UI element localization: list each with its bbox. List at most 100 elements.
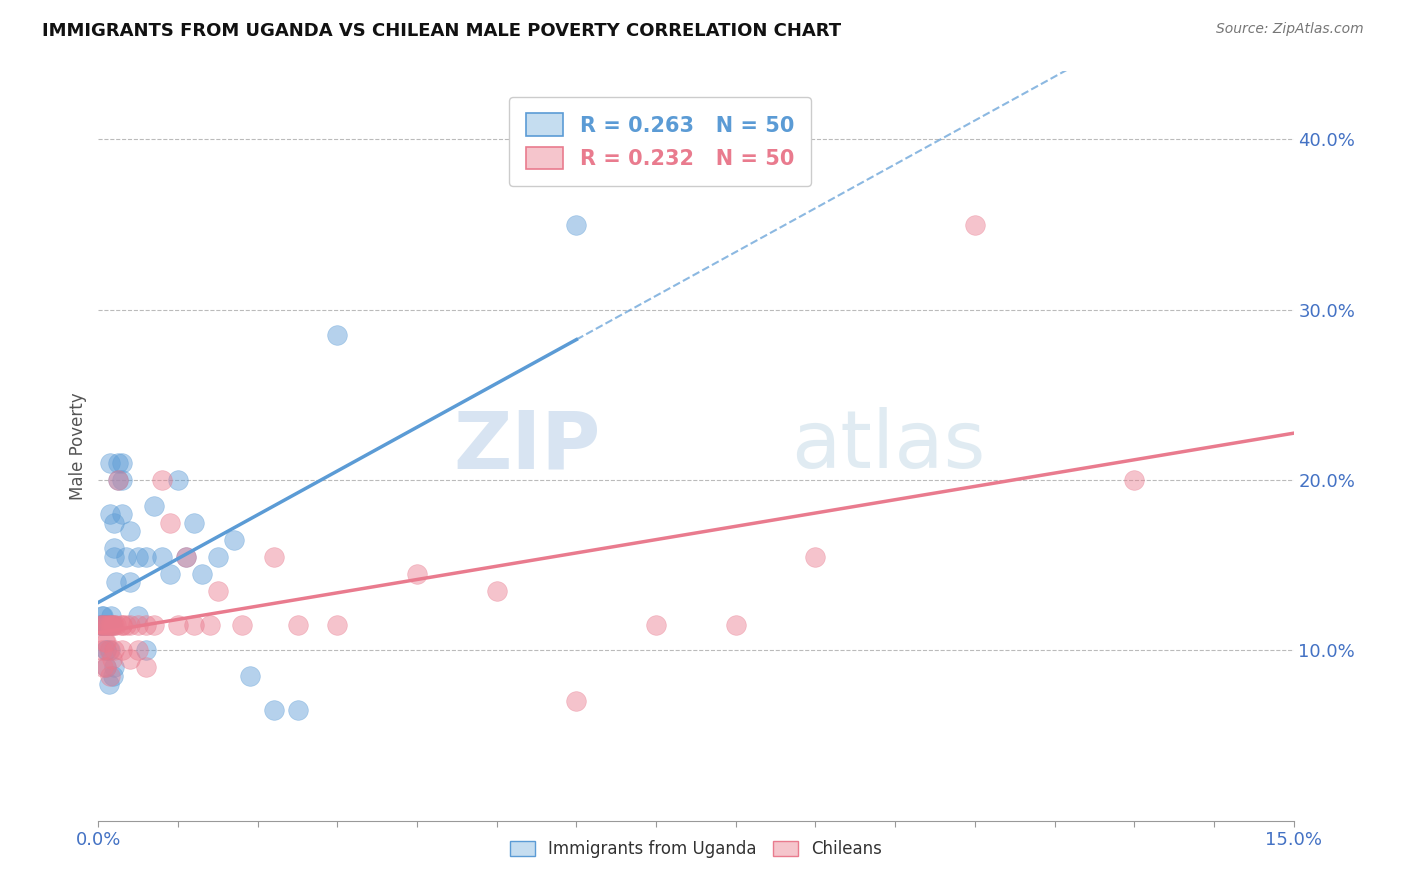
Point [91, 617, 114, 632]
Point [1123, 473, 1146, 487]
Point [104, 617, 127, 632]
Point [135, 617, 157, 632]
Point [135, 660, 157, 674]
Text: IMMIGRANTS FROM UGANDA VS CHILEAN MALE POVERTY CORRELATION CHART: IMMIGRANTS FROM UGANDA VS CHILEAN MALE P… [42, 22, 841, 40]
Point [287, 703, 309, 717]
Point [150, 473, 173, 487]
Point [94, 617, 117, 632]
Point [91, 617, 114, 632]
Point [287, 617, 309, 632]
Point [97, 617, 120, 632]
Point [100, 617, 122, 632]
Point [90, 617, 112, 632]
Point [174, 549, 197, 564]
Point [111, 473, 134, 487]
Point [98, 643, 121, 657]
Point [96, 643, 118, 657]
Point [91, 609, 114, 624]
Point [97, 643, 120, 657]
Point [485, 583, 508, 598]
Point [111, 643, 134, 657]
Point [183, 516, 205, 530]
Point [111, 617, 134, 632]
Point [98, 617, 122, 632]
Point [174, 549, 197, 564]
Point [207, 549, 229, 564]
Point [101, 617, 124, 632]
Point [107, 473, 129, 487]
Point [183, 617, 205, 632]
Point [94, 635, 117, 649]
Point [120, 652, 142, 666]
Point [90, 609, 112, 624]
Point [101, 617, 124, 632]
Y-axis label: Male Poverty: Male Poverty [69, 392, 87, 500]
Point [127, 549, 149, 564]
Point [98, 507, 122, 521]
Point [167, 473, 190, 487]
Point [107, 456, 129, 470]
Point [207, 583, 229, 598]
Point [222, 533, 245, 547]
Point [406, 566, 429, 581]
Point [89, 617, 111, 632]
Point [263, 703, 285, 717]
Point [96, 635, 118, 649]
Point [191, 566, 214, 581]
Point [94, 617, 117, 632]
Point [135, 549, 157, 564]
Point [120, 617, 142, 632]
Point [98, 669, 121, 683]
Point [724, 617, 747, 632]
Point [90, 617, 112, 632]
Point [111, 456, 134, 470]
Point [111, 617, 134, 632]
Point [120, 524, 142, 538]
Text: ZIP: ZIP [453, 407, 600, 485]
Point [97, 617, 120, 632]
Point [101, 669, 124, 683]
Point [963, 218, 986, 232]
Point [115, 617, 138, 632]
Point [159, 566, 181, 581]
Point [159, 516, 181, 530]
Point [103, 643, 125, 657]
Point [103, 617, 125, 632]
Point [150, 549, 173, 564]
Text: atlas: atlas [792, 407, 986, 485]
Point [101, 652, 124, 666]
Point [100, 609, 122, 624]
Point [103, 549, 125, 564]
Point [97, 677, 120, 691]
Point [115, 549, 138, 564]
Point [565, 694, 588, 708]
Point [93, 617, 115, 632]
Point [231, 617, 253, 632]
Point [127, 617, 149, 632]
Point [120, 575, 142, 590]
Point [96, 660, 118, 674]
Point [96, 660, 118, 674]
Point [326, 328, 349, 343]
Point [91, 617, 114, 632]
Point [326, 617, 349, 632]
Point [103, 516, 125, 530]
Point [98, 456, 122, 470]
Point [94, 643, 117, 657]
Point [96, 617, 118, 632]
Point [127, 609, 149, 624]
Point [263, 549, 285, 564]
Point [198, 617, 221, 632]
Point [143, 499, 166, 513]
Text: Source: ZipAtlas.com: Source: ZipAtlas.com [1216, 22, 1364, 37]
Point [107, 473, 129, 487]
Point [135, 643, 157, 657]
Point [645, 617, 668, 632]
Point [127, 643, 149, 657]
Point [103, 660, 125, 674]
Point [90, 643, 112, 657]
Legend: Immigrants from Uganda, Chileans: Immigrants from Uganda, Chileans [503, 833, 889, 864]
Point [565, 218, 588, 232]
Point [103, 541, 125, 556]
Point [111, 507, 134, 521]
